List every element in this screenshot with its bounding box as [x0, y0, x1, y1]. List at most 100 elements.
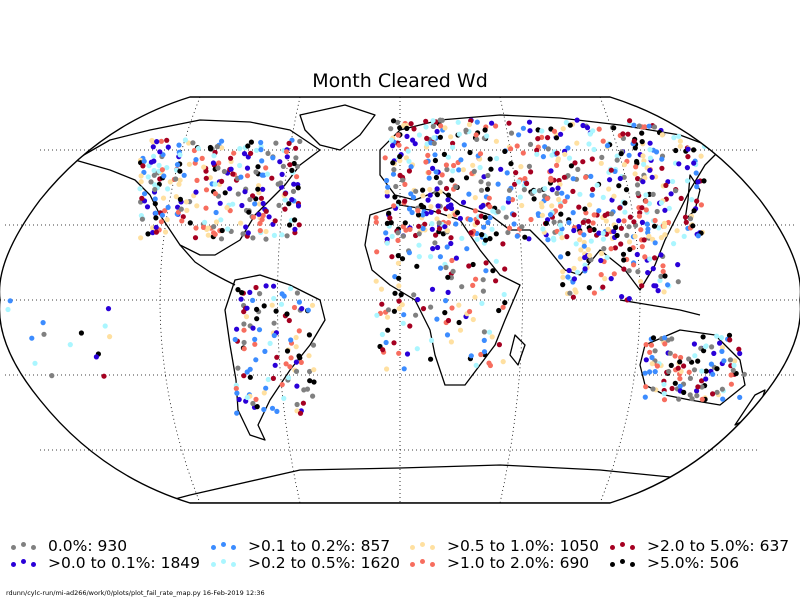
station-marker [403, 227, 409, 233]
station-marker [408, 164, 414, 170]
station-marker [539, 134, 545, 140]
station-marker [264, 171, 271, 177]
station-marker [700, 334, 706, 340]
station-marker [425, 197, 431, 203]
station-marker [211, 153, 217, 159]
station-marker [506, 120, 512, 126]
station-marker [383, 339, 389, 346]
station-marker [714, 333, 720, 339]
station-marker [162, 229, 169, 235]
station-marker [182, 137, 188, 143]
station-marker [242, 189, 248, 195]
station-marker [607, 177, 613, 183]
station-marker [526, 163, 533, 169]
station-marker [449, 305, 455, 311]
station-marker [718, 335, 725, 341]
station-marker [539, 128, 545, 134]
station-marker [424, 141, 430, 147]
station-marker [638, 278, 644, 285]
station-marker [626, 224, 632, 230]
station-marker [466, 121, 473, 128]
station-marker [474, 219, 480, 226]
station-marker [728, 372, 734, 378]
station-marker [661, 381, 667, 387]
station-marker [145, 174, 151, 180]
station-marker [652, 240, 658, 246]
station-marker [283, 149, 290, 155]
station-marker [292, 226, 298, 232]
station-marker [243, 314, 250, 320]
station-marker [207, 175, 213, 181]
station-marker [666, 205, 672, 211]
station-marker [662, 207, 668, 213]
station-marker [271, 320, 277, 326]
station-marker [687, 375, 694, 381]
station-marker [157, 149, 163, 155]
station-marker [534, 147, 540, 153]
station-marker [737, 350, 743, 357]
station-marker [548, 168, 554, 174]
station-marker [423, 118, 429, 124]
station-marker [639, 139, 645, 145]
station-marker [244, 165, 251, 171]
station-marker [239, 290, 245, 296]
station-marker [661, 391, 667, 397]
station-marker [287, 162, 293, 168]
station-marker [310, 342, 317, 348]
station-marker [568, 163, 575, 169]
station-marker [437, 134, 443, 140]
station-marker [544, 195, 550, 202]
station-marker [684, 165, 691, 171]
station-marker [470, 261, 476, 268]
legend-swatch [8, 555, 42, 573]
station-marker [508, 161, 514, 167]
station-marker [426, 175, 432, 181]
station-marker [558, 203, 564, 209]
station-marker [295, 185, 301, 191]
station-marker [311, 379, 317, 385]
station-marker [273, 308, 279, 314]
station-marker [655, 288, 661, 294]
station-marker [634, 182, 641, 188]
station-marker [215, 165, 221, 171]
station-marker [411, 292, 417, 298]
station-marker [263, 165, 269, 171]
station-marker [645, 270, 651, 276]
station-marker [392, 274, 398, 280]
station-marker [260, 186, 266, 192]
station-marker [391, 308, 397, 314]
station-marker [428, 337, 435, 343]
station-marker [631, 219, 637, 225]
station-marker [400, 233, 406, 239]
station-marker [522, 176, 528, 182]
station-marker [631, 122, 637, 128]
station-marker [691, 367, 698, 373]
station-marker [393, 183, 399, 190]
station-marker [239, 202, 245, 209]
station-marker [261, 390, 267, 396]
station-marker [549, 203, 555, 209]
station-marker [658, 252, 664, 258]
station-marker [618, 225, 625, 231]
station-marker [567, 122, 573, 128]
station-marker [432, 157, 438, 164]
station-marker [493, 138, 499, 144]
station-marker [495, 209, 501, 215]
station-marker [675, 262, 681, 268]
station-marker [643, 192, 649, 198]
station-marker [142, 191, 148, 197]
station-marker [187, 220, 193, 226]
station-marker [504, 170, 510, 176]
station-marker [153, 215, 159, 221]
station-marker [619, 294, 625, 300]
station-marker [611, 228, 617, 235]
station-marker [684, 178, 691, 184]
station-marker [511, 212, 517, 218]
station-marker [565, 145, 571, 151]
station-marker [560, 282, 566, 288]
station-marker [484, 133, 490, 139]
station-marker [457, 327, 464, 333]
station-marker [485, 172, 491, 179]
station-marker [567, 290, 573, 296]
station-marker [701, 178, 707, 184]
